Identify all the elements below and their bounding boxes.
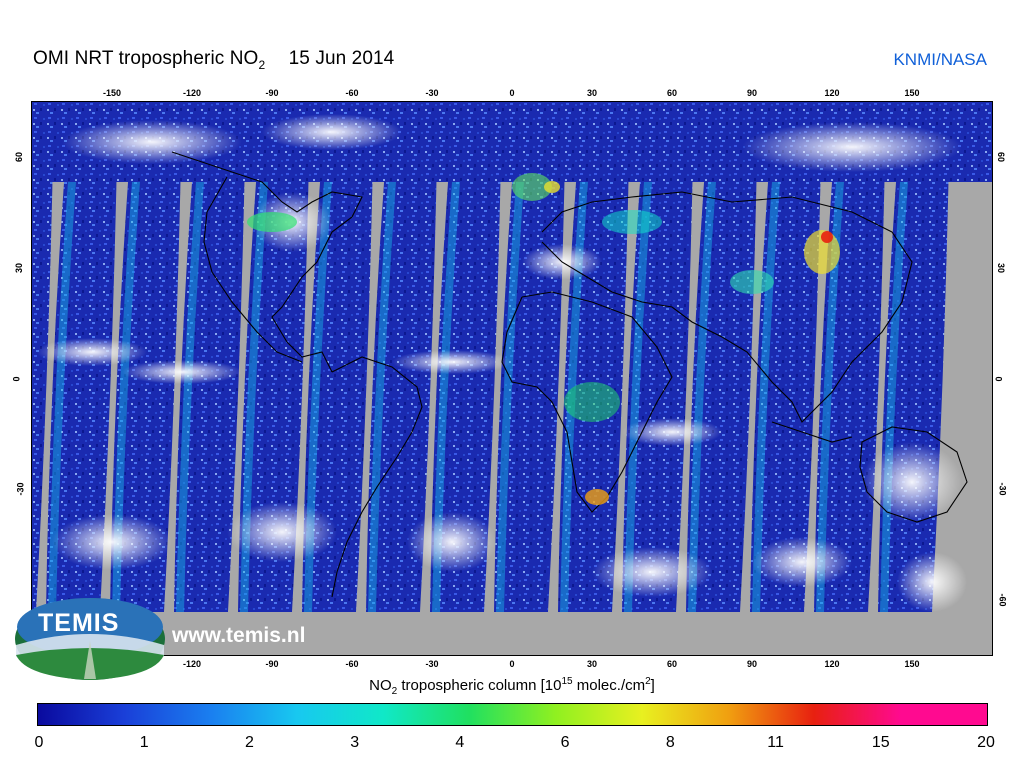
axis-label-middle: tropospheric column [10 bbox=[397, 677, 562, 694]
lon-tick-top: 0 bbox=[509, 88, 515, 98]
colorbar-label: 8 bbox=[665, 734, 675, 751]
lon-tick-top: -90 bbox=[265, 88, 279, 98]
colorbar-segment bbox=[296, 704, 384, 725]
swath-band bbox=[494, 102, 566, 612]
lat-tick-left: -30 bbox=[15, 482, 26, 496]
title-subscript: 2 bbox=[258, 57, 266, 72]
temis-url[interactable]: www.temis.nl bbox=[172, 624, 306, 647]
temis-logo-text: TEMIS bbox=[38, 609, 120, 637]
no2-map bbox=[31, 101, 993, 656]
swath-edge bbox=[240, 102, 274, 612]
lat-tick-right: -30 bbox=[997, 482, 1008, 496]
swath-edge bbox=[752, 102, 786, 612]
colorbar-label: 2 bbox=[244, 734, 254, 751]
axis-label-unit: molec./cm bbox=[572, 677, 646, 694]
lon-tick-bottom: -60 bbox=[345, 659, 359, 669]
lon-tick-top: 120 bbox=[824, 88, 840, 98]
map-canvas bbox=[32, 102, 992, 655]
lon-tick-top: 90 bbox=[746, 88, 758, 98]
swath-band bbox=[174, 102, 246, 612]
colorbar bbox=[37, 703, 988, 726]
swath-edge bbox=[368, 102, 402, 612]
colorbar-segment bbox=[469, 704, 556, 725]
temis-logo-icon bbox=[15, 598, 165, 680]
lat-tick-right: -60 bbox=[997, 593, 1008, 607]
map-title: OMI NRT tropospheric NO2 15 Jun 2014 bbox=[33, 48, 394, 72]
colorbar-segment bbox=[555, 704, 642, 725]
colorbar-segment bbox=[900, 704, 987, 725]
lat-tick-right: 30 bbox=[996, 262, 1007, 273]
colorbar-label: 4 bbox=[455, 734, 465, 751]
colorbar-axis-label: NO2 tropospheric column [1015 molec./cm2… bbox=[0, 676, 1024, 697]
credit-label: KNMI/NASA bbox=[893, 50, 987, 69]
lon-tick-bottom: 150 bbox=[904, 659, 920, 669]
lon-tick-bottom: 120 bbox=[824, 659, 840, 669]
colorbar-segment bbox=[814, 704, 901, 725]
lon-tick-top: 150 bbox=[904, 88, 920, 98]
lon-tick-top: -60 bbox=[345, 88, 359, 98]
colorbar-label: 3 bbox=[350, 734, 360, 751]
lon-tick-top: -30 bbox=[425, 88, 439, 98]
colorbar-segment bbox=[383, 704, 470, 725]
colorbar-label: 15 bbox=[871, 734, 890, 751]
swath-edge bbox=[560, 102, 594, 612]
colorbar-segment bbox=[728, 704, 815, 725]
lon-tick-bottom: 90 bbox=[746, 659, 758, 669]
lon-tick-top: 30 bbox=[586, 88, 598, 98]
swath-edge bbox=[688, 102, 722, 612]
lon-tick-top: -150 bbox=[102, 88, 122, 98]
lat-tick-left: 30 bbox=[14, 262, 25, 273]
colorbar-label: 11 bbox=[767, 734, 784, 751]
swath-edge bbox=[816, 102, 850, 612]
lon-tick-bottom: 30 bbox=[586, 659, 598, 669]
lat-tick-left: 60 bbox=[14, 152, 25, 163]
colorbar-segment bbox=[38, 704, 125, 725]
lat-tick-right: 60 bbox=[996, 152, 1007, 163]
lon-tick-bottom: 60 bbox=[666, 659, 678, 669]
lat-tick-left: 0 bbox=[11, 375, 22, 382]
lon-tick-bottom: -120 bbox=[182, 659, 202, 669]
colorbar-segment bbox=[124, 704, 211, 725]
lat-tick-right: 0 bbox=[993, 375, 1004, 382]
lon-tick-top: -120 bbox=[182, 88, 202, 98]
swath-edge bbox=[624, 102, 658, 612]
lon-tick-top: 60 bbox=[666, 88, 678, 98]
lon-tick-bottom: -90 bbox=[265, 659, 279, 669]
axis-label-no: NO bbox=[369, 677, 392, 694]
colorbar-label: 20 bbox=[977, 734, 995, 751]
swath-band bbox=[750, 102, 822, 612]
swath-edge bbox=[176, 102, 210, 612]
colorbar-segment bbox=[210, 704, 297, 725]
swath-band bbox=[686, 102, 758, 612]
swath-edge bbox=[496, 102, 530, 612]
swath-edge bbox=[304, 102, 338, 612]
title-text: OMI NRT tropospheric NO bbox=[33, 48, 259, 69]
axis-label-end: ] bbox=[650, 677, 655, 694]
cloud-layer bbox=[37, 114, 967, 612]
lon-tick-bottom: 0 bbox=[509, 659, 515, 669]
lon-tick-bottom: -30 bbox=[425, 659, 439, 669]
colorbar-segment bbox=[641, 704, 729, 725]
pollution-hotspots bbox=[247, 173, 840, 505]
axis-label-sub: 2 bbox=[391, 686, 398, 697]
axis-label-unit-exponent: 2 bbox=[645, 676, 651, 687]
colorbar-label: 6 bbox=[560, 734, 570, 751]
axis-label-exponent: 15 bbox=[561, 676, 573, 687]
map-date: 15 Jun 2014 bbox=[288, 48, 395, 69]
colorbar-label: 1 bbox=[139, 734, 149, 751]
colorbar-label: 0 bbox=[34, 734, 44, 751]
swath-band bbox=[110, 102, 182, 612]
